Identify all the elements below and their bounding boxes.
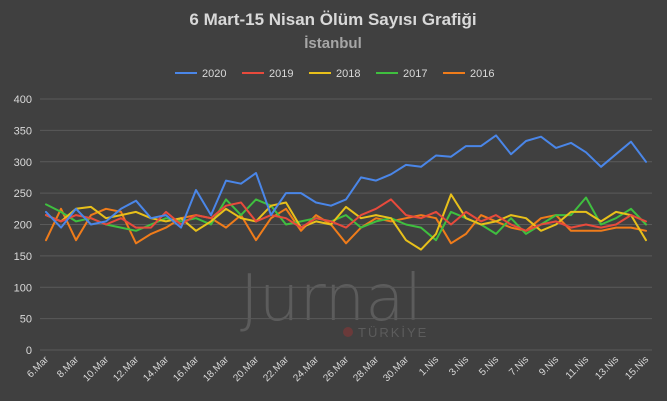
series-line-2017: [45, 196, 647, 242]
y-tick-label: 400: [14, 94, 32, 106]
x-tick-label: 7.Nis: [507, 354, 531, 378]
x-tick-label: 12.Mar: [111, 354, 141, 384]
series-line-2016: [45, 207, 647, 245]
series-line-2020: [45, 134, 647, 229]
watermark-dot-icon: [343, 327, 353, 337]
x-tick-label: 26.Mar: [321, 354, 351, 384]
legend-item: 2016: [443, 68, 494, 80]
x-axis: 6.Mar 8.Mar 10.Mar 12.Mar 14.Mar 16.Mar 18.Mar…: [25, 354, 651, 384]
watermark: Jurnal TÜRKİYE: [240, 262, 428, 340]
chart-subtitle: İstanbul: [304, 35, 362, 52]
x-tick-label: 10.Mar: [81, 354, 111, 384]
chart-title: 6 Mart-15 Nisan Ölüm Sayısı Grafiği: [189, 10, 476, 29]
x-tick-label: 16.Mar: [171, 354, 201, 384]
x-tick-label: 5.Nis: [477, 354, 501, 378]
legend-label: 2016: [470, 68, 494, 80]
y-tick-label: 300: [14, 157, 32, 169]
watermark-text: Jurnal: [240, 262, 422, 336]
legend: 2020 2019 2018 2017 2016: [175, 68, 494, 80]
x-tick-label: 13.Nis: [593, 354, 621, 382]
x-tick-label: 20.Mar: [231, 354, 261, 384]
x-tick-label: 8.Mar: [55, 354, 81, 380]
x-tick-label: 28.Mar: [351, 354, 381, 384]
legend-label: 2017: [403, 68, 427, 80]
y-tick-label: 150: [14, 251, 32, 263]
x-tick-label: 14.Mar: [141, 354, 171, 384]
legend-label: 2018: [336, 68, 360, 80]
x-tick-label: 22.Mar: [261, 354, 291, 384]
x-tick-label: 6.Mar: [25, 354, 51, 380]
x-tick-label: 3.Nis: [447, 354, 471, 378]
grid: 0 50 100 150 200 250 300 350 400: [14, 94, 652, 357]
legend-item: 2019: [242, 68, 293, 80]
legend-item: 2018: [309, 68, 360, 80]
legend-item: 2020: [175, 68, 226, 80]
series-layer: [45, 134, 647, 251]
series-line-2019: [45, 198, 647, 232]
y-tick-label: 350: [14, 125, 32, 137]
x-tick-label: 9.Nis: [537, 354, 561, 378]
legend-item: 2017: [376, 68, 427, 80]
y-tick-label: 200: [14, 220, 32, 232]
series-line-2018: [45, 193, 647, 251]
x-tick-label: 11.Nis: [564, 354, 591, 381]
y-tick-label: 50: [20, 314, 32, 326]
x-tick-label: 1.Nis: [417, 354, 441, 378]
x-tick-label: 15.Nis: [623, 354, 651, 382]
y-tick-label: 0: [26, 345, 32, 357]
y-tick-label: 250: [14, 188, 32, 200]
y-tick-label: 100: [14, 282, 32, 294]
x-tick-label: 30.Mar: [381, 354, 411, 384]
legend-label: 2019: [269, 68, 293, 80]
x-tick-label: 24.Mar: [291, 354, 321, 384]
x-tick-label: 18.Mar: [201, 354, 231, 384]
watermark-subtext: TÜRKİYE: [358, 325, 428, 340]
legend-label: 2020: [202, 68, 226, 80]
